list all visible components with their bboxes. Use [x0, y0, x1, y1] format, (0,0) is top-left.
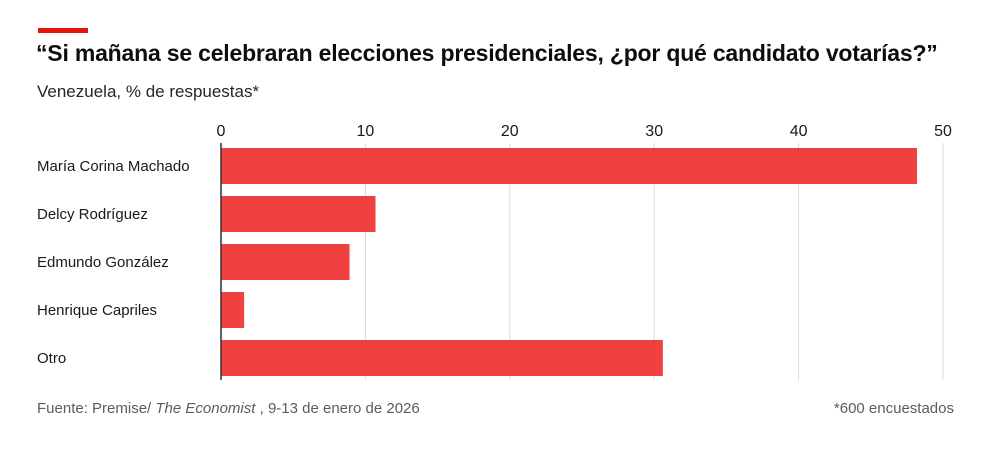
sample-note: *600 encuestados	[833, 400, 954, 417]
x-tick-label: 30	[645, 123, 663, 140]
x-tick-label: 10	[357, 123, 375, 140]
source-publication: The Economist	[155, 400, 256, 417]
chart-title: “Si mañana se celebraran elecciones pres…	[36, 40, 938, 66]
x-tick-label: 40	[790, 123, 808, 140]
bar	[221, 196, 376, 232]
chart-subtitle: Venezuela, % de respuestas*	[37, 82, 260, 101]
source-note: Fuente: Premise/ The Economist , 9-13 de…	[37, 400, 420, 417]
source-suffix: , 9-13 de enero de 2026	[255, 400, 420, 417]
x-tick-label: 20	[501, 123, 519, 140]
bar	[221, 148, 918, 184]
x-tick-label: 0	[217, 123, 226, 140]
category-label: Otro	[37, 350, 66, 367]
bar	[221, 292, 245, 328]
x-tick-label: 50	[934, 123, 952, 140]
bar	[221, 244, 350, 280]
bar	[221, 340, 663, 376]
source-prefix: Fuente: Premise/	[37, 400, 156, 417]
category-label: Henrique Capriles	[37, 302, 157, 319]
category-label: María Corina Machado	[37, 158, 190, 175]
category-label: Edmundo González	[37, 254, 169, 271]
accent-rule	[38, 28, 88, 33]
bar-chart: 0 10 20 30 40 50 María Corina Machado Delcy Rod…	[37, 123, 952, 380]
category-label: Delcy Rodríguez	[37, 206, 148, 223]
